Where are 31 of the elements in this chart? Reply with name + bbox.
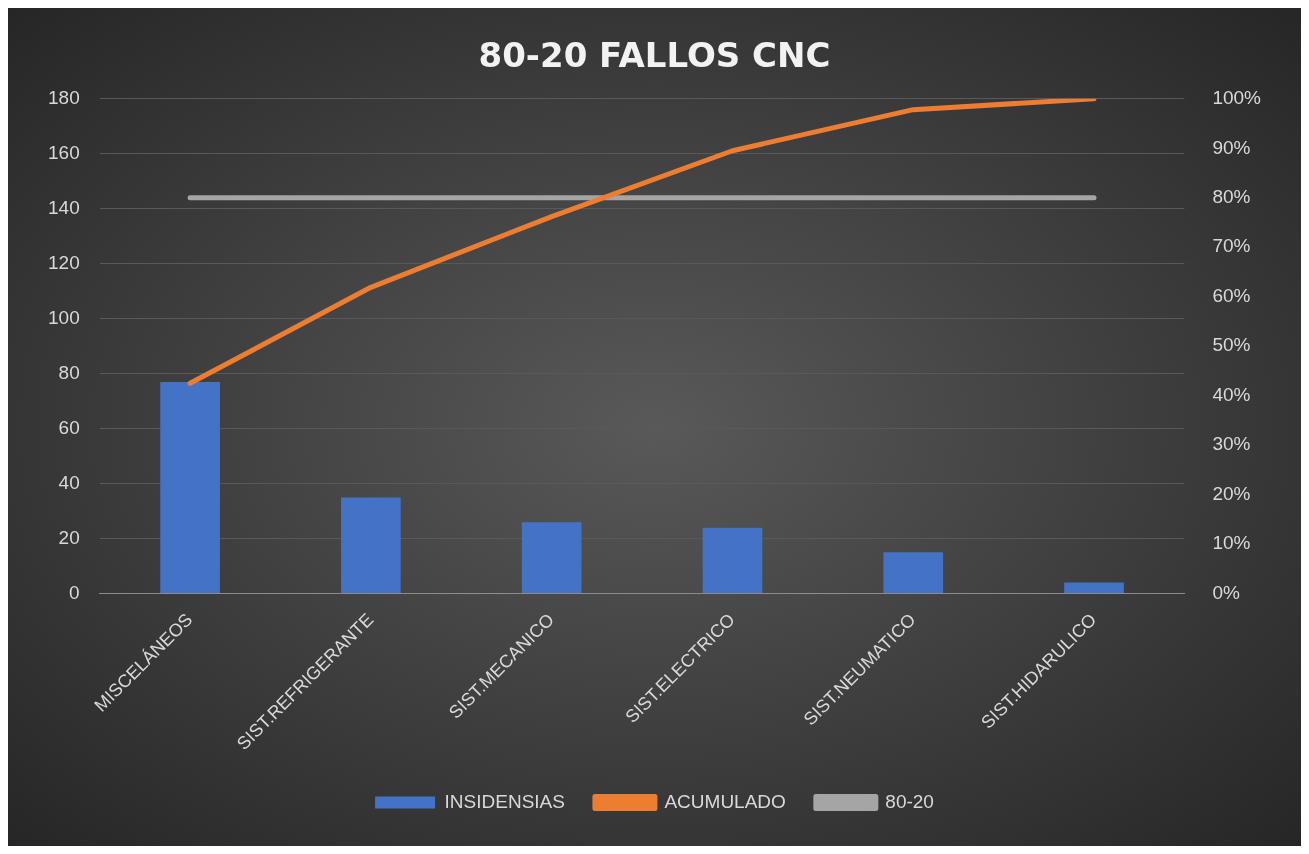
y2-tick-label: 0% — [1212, 581, 1240, 603]
bar — [883, 552, 944, 594]
y-tick-label: 80 — [58, 361, 80, 383]
y-tick-label: 60 — [58, 416, 80, 438]
y2-tick-label: 60% — [1212, 284, 1251, 306]
y-tick-label: 40 — [58, 471, 80, 493]
legend-label: 80-20 — [885, 790, 934, 812]
y2-tick-label: 50% — [1212, 334, 1251, 356]
bar — [702, 527, 763, 594]
y2-tick-label: 80% — [1212, 185, 1251, 207]
y2-tick-label: 100% — [1212, 87, 1262, 109]
y-tick-label: 120 — [48, 251, 80, 273]
y-tick-label: 160 — [48, 142, 80, 164]
y2-tick-label: 10% — [1212, 532, 1251, 554]
y2-tick-label: 20% — [1212, 482, 1251, 504]
chart-title: 80-20 FALLOS CNC — [478, 35, 831, 76]
y2-tick-label: 90% — [1212, 136, 1251, 158]
legend-label: ACUMULADO — [664, 790, 786, 812]
y2-tick-label: 40% — [1212, 383, 1251, 405]
bar — [1064, 582, 1124, 594]
y-tick-label: 140 — [48, 196, 80, 218]
y-tick-label: 180 — [48, 87, 80, 109]
bar — [521, 522, 582, 594]
bar — [341, 497, 401, 594]
bar — [160, 381, 220, 594]
legend-label: INSIDENSIAS — [444, 790, 565, 812]
y-tick-label: 0 — [69, 581, 80, 603]
y-tick-label: 100 — [48, 306, 80, 328]
y-tick-label: 20 — [58, 526, 80, 548]
y2-tick-label: 70% — [1212, 235, 1251, 257]
y2-tick-label: 30% — [1212, 433, 1251, 455]
